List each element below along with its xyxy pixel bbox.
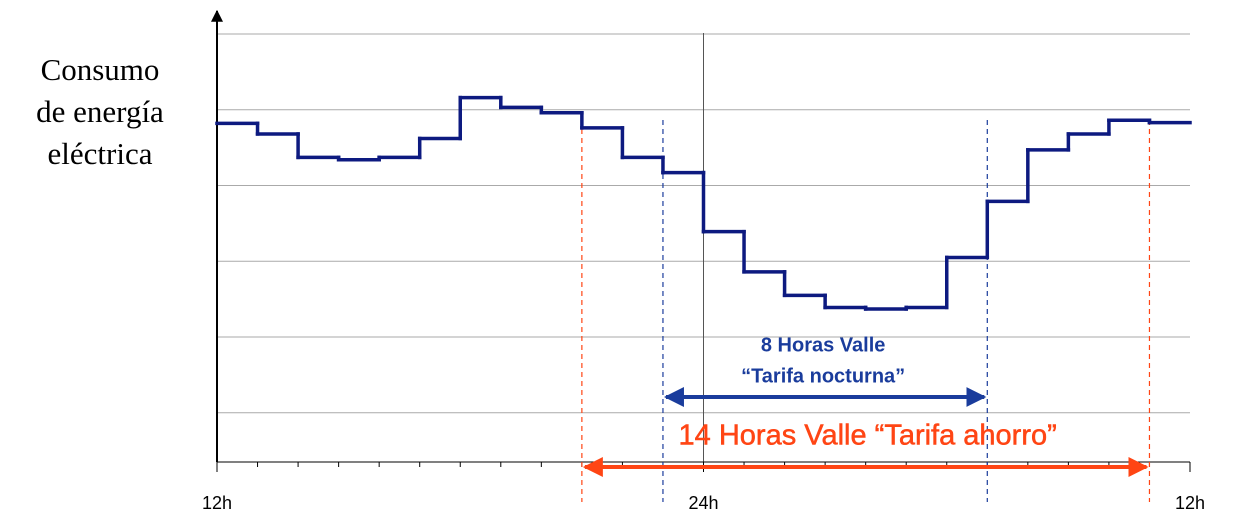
period-label: 14 Horas Valle “Tarifa ahorro” [679, 420, 1057, 452]
y-axis-label: de energía [36, 94, 164, 129]
x-tick-label: 12h [202, 493, 232, 513]
y-axis-label: Consumo [41, 52, 160, 87]
y-axis-label: eléctrica [48, 136, 153, 171]
x-tick-label: 12h [1175, 493, 1205, 513]
period-label: 8 Horas Valle [761, 334, 886, 356]
period-label: “Tarifa nocturna” [741, 365, 905, 387]
x-tick-label: 24h [688, 493, 718, 513]
